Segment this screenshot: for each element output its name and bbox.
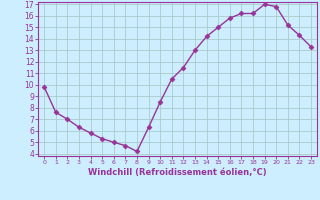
X-axis label: Windchill (Refroidissement éolien,°C): Windchill (Refroidissement éolien,°C) <box>88 168 267 177</box>
